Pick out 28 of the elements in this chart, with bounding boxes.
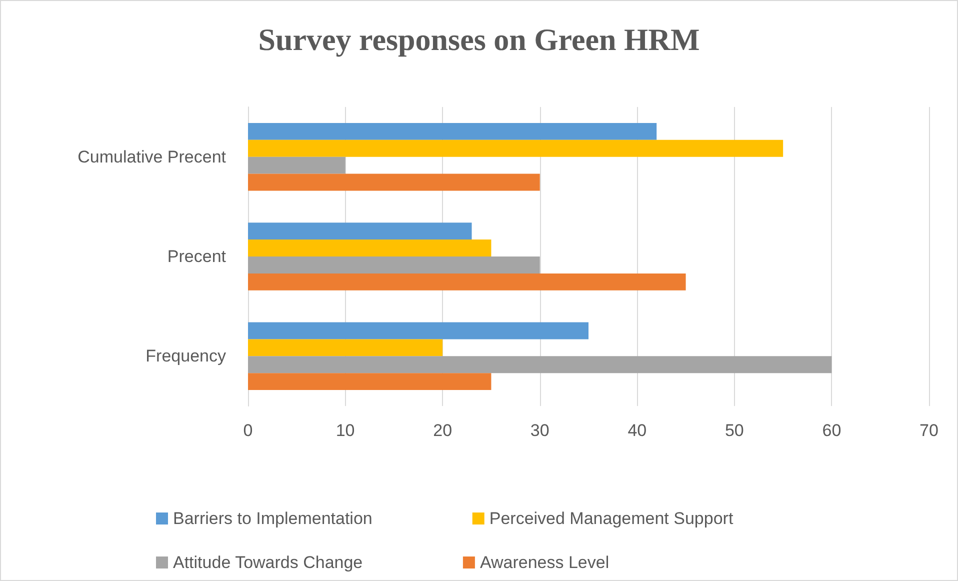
legend-label: Barriers to Implementation [173, 509, 372, 528]
x-tick-label: 70 [920, 421, 938, 440]
chart-title: Survey responses on Green HRM [258, 22, 700, 57]
bar [248, 322, 588, 340]
x-tick-label: 60 [822, 421, 842, 440]
bar [248, 256, 540, 274]
bar [248, 339, 443, 356]
legend-label: Attitude Towards Change [173, 553, 363, 572]
x-tick-label: 40 [628, 421, 647, 440]
bar [248, 156, 346, 174]
legend-label: Awareness Level [480, 553, 610, 572]
y-tick-label: Cumulative Precent [78, 147, 226, 166]
bar [248, 140, 784, 157]
x-tick-label: 10 [336, 421, 355, 440]
y-tick-label: Precent [167, 247, 226, 266]
bar [248, 356, 832, 374]
x-tick-label: 30 [530, 421, 550, 440]
y-tick-label: Frequency [146, 346, 226, 366]
bar [248, 273, 686, 290]
bar [248, 174, 540, 191]
x-tick-label: 20 [433, 421, 452, 440]
bar [248, 122, 657, 140]
legend-label: Perceived Management Support [489, 509, 734, 528]
bar [248, 222, 472, 240]
bar [248, 240, 492, 256]
x-tick-label: 50 [724, 421, 744, 440]
bar [248, 373, 492, 390]
x-tick-label: 0 [243, 421, 253, 440]
